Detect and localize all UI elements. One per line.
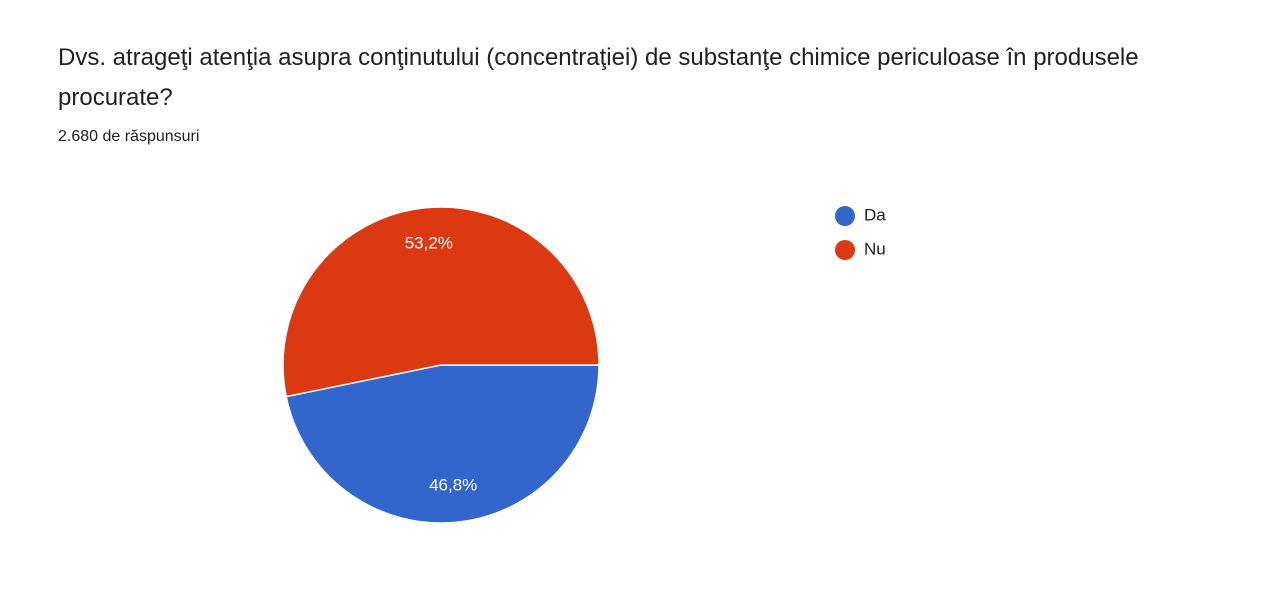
data-label: 53,2% [405, 233, 453, 252]
legend-marker [835, 240, 855, 260]
legend-label: Da [864, 205, 886, 224]
legend-label: Nu [864, 239, 886, 258]
chart-subtitle: 2.680 de răspunsuri [58, 128, 200, 145]
legend-marker [835, 206, 855, 226]
data-label: 46,8% [429, 476, 477, 495]
chart-title: Dvs. atrageţi atenţia asupra conţinutulu… [58, 44, 1139, 111]
pie-slice [285, 364, 600, 524]
pie-slice [282, 206, 600, 398]
